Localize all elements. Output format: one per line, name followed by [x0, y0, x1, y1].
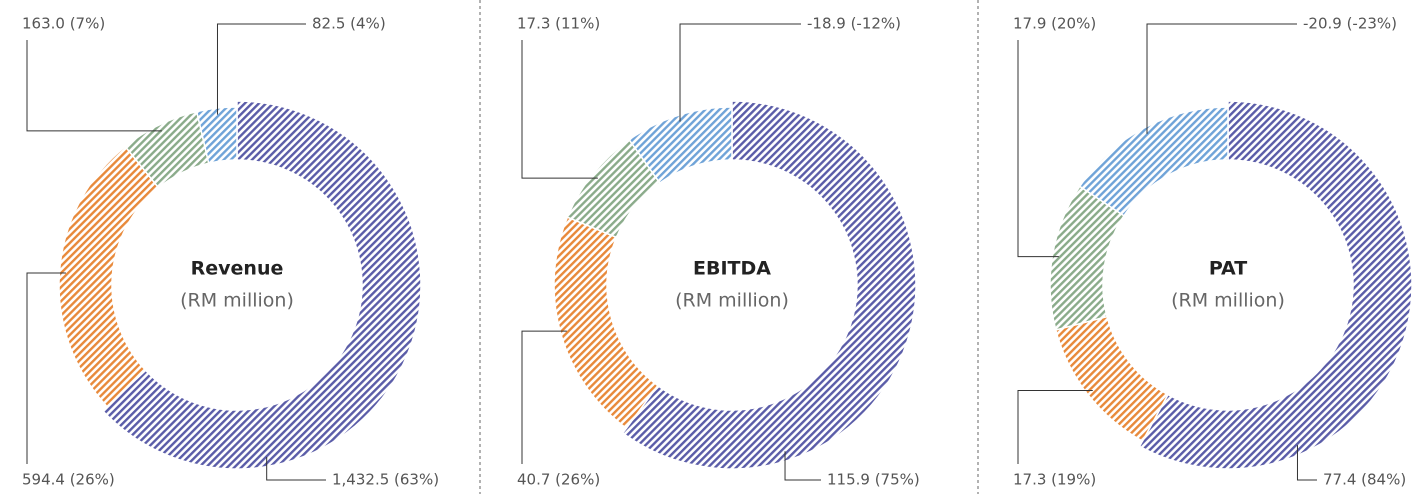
leader-line — [784, 451, 821, 481]
leader-line — [216, 23, 306, 115]
data-label: 82.5 (4%) — [312, 15, 386, 33]
data-label: 77.4 (84%) — [1323, 471, 1406, 489]
data-label: 1,432.5 (63%) — [332, 471, 439, 489]
leader-line — [26, 40, 162, 132]
data-label: -18.9 (-12%) — [807, 15, 901, 33]
leader-line — [1017, 389, 1093, 464]
donut-title: PAT — [1209, 258, 1247, 280]
leader-line — [521, 330, 567, 464]
donut-title: EBITDA — [693, 258, 771, 280]
leader-line — [521, 40, 598, 179]
donut-segment — [1078, 106, 1229, 217]
leader-line — [1146, 23, 1297, 134]
data-label: 163.0 (7%) — [22, 15, 105, 33]
donut-segment — [58, 145, 160, 408]
data-label: 17.3 (11%) — [517, 15, 600, 33]
leader-line — [679, 23, 801, 122]
donut-segment — [628, 106, 733, 185]
leader-line — [26, 272, 66, 464]
donut-segment — [1054, 315, 1169, 443]
data-label: 115.9 (75%) — [827, 471, 920, 489]
donut-segment — [195, 106, 238, 165]
donut-segment — [1138, 100, 1413, 470]
leader-line — [1296, 445, 1317, 481]
leader-line — [1017, 40, 1059, 258]
data-label: 594.4 (26%) — [22, 471, 115, 489]
data-label: -20.9 (-23%) — [1303, 15, 1397, 33]
data-label: 17.3 (19%) — [1013, 471, 1096, 489]
data-label: 17.9 (20%) — [1013, 15, 1096, 33]
donut-segment — [621, 100, 917, 470]
leader-line — [266, 456, 326, 481]
donut-subtitle: (RM million) — [1171, 290, 1285, 312]
donut-subtitle: (RM million) — [180, 290, 294, 312]
donut-title: Revenue — [191, 258, 284, 280]
donut-segment — [553, 216, 659, 430]
data-label: 40.7 (26%) — [517, 471, 600, 489]
donut-subtitle: (RM million) — [675, 290, 789, 312]
donut-segment — [101, 100, 422, 470]
